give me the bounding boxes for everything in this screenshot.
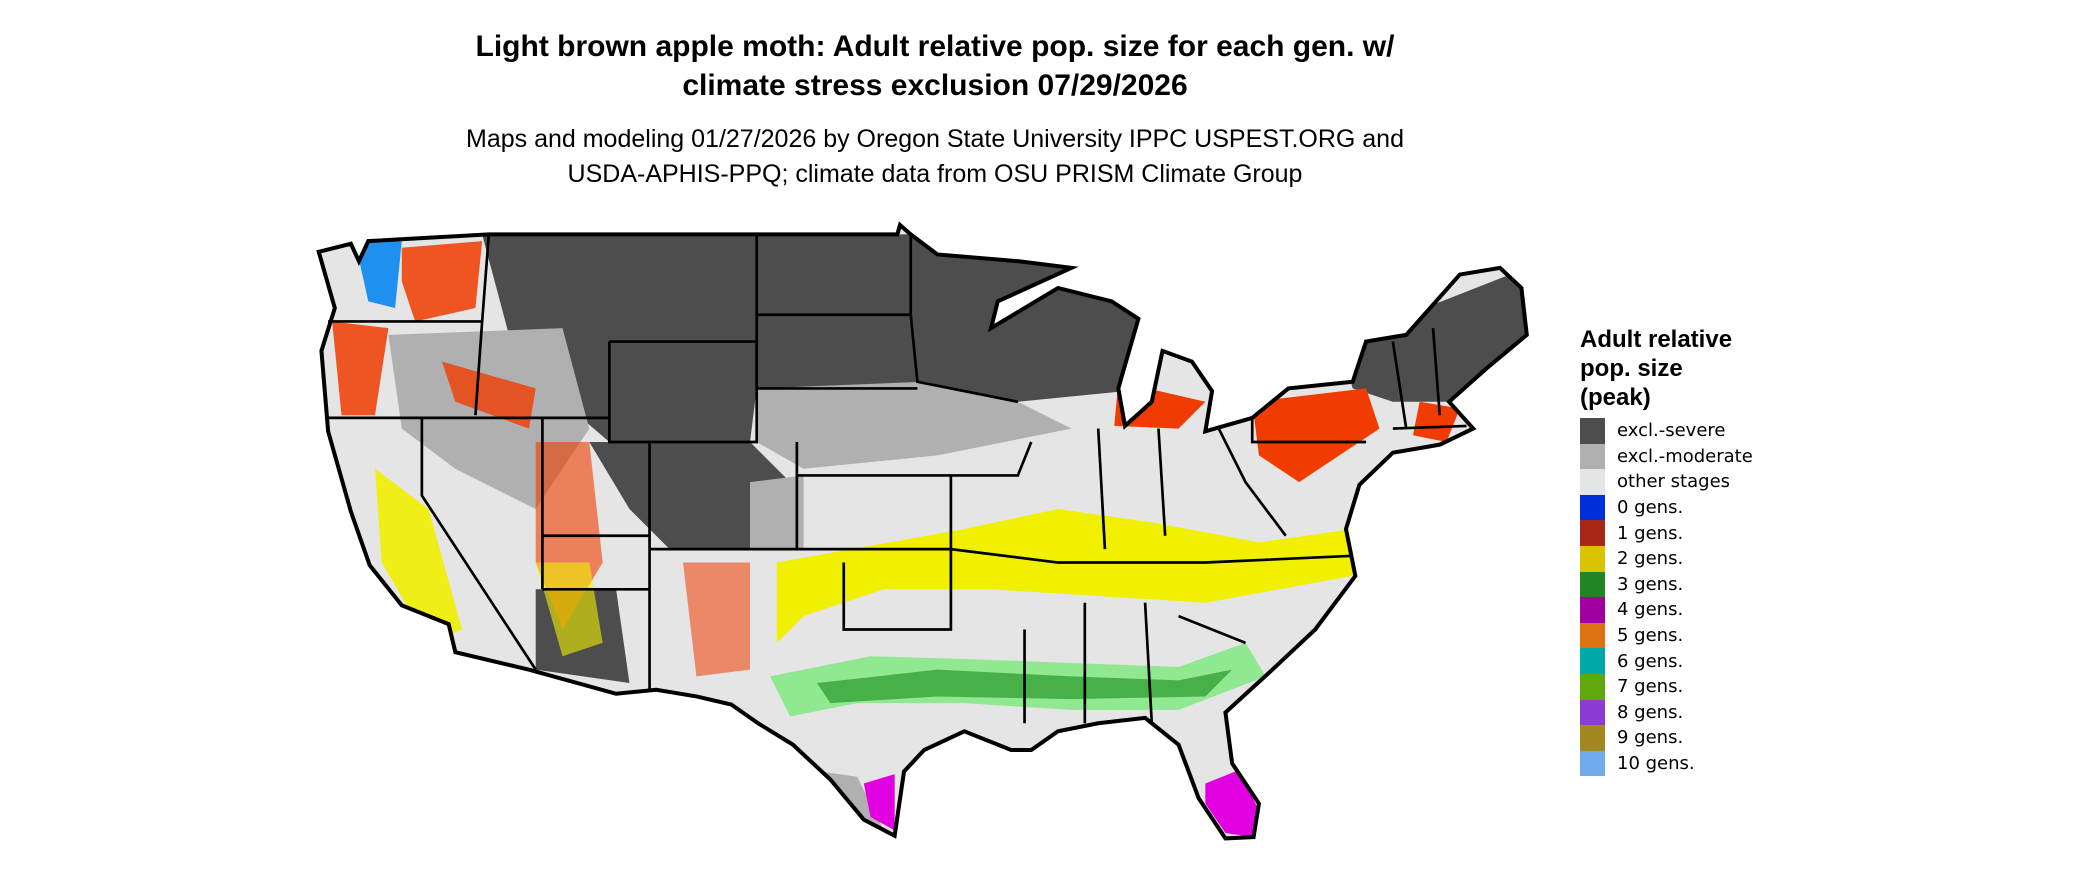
yellow-zone-southwest <box>535 562 603 657</box>
legend-label: excl.-moderate <box>1617 445 1753 467</box>
legend-label: 3 gens. <box>1617 573 1684 595</box>
legend-swatch <box>1580 699 1605 726</box>
red-zone-idaho <box>441 361 536 429</box>
red-zone-new-england <box>1412 401 1460 442</box>
subtitle-line-2: USDA-APHIS-PPQ; climate data from OSU PR… <box>567 160 1303 188</box>
legend-label: 5 gens. <box>1617 625 1684 647</box>
blue-zone-washington <box>354 241 402 309</box>
legend-item: other stages <box>1580 469 1753 495</box>
legend-item: 1 gens. <box>1580 520 1753 546</box>
legend-item: excl.-moderate <box>1580 443 1753 470</box>
legend-label: 4 gens. <box>1617 599 1684 621</box>
legend-item: excl.-severe <box>1580 418 1753 444</box>
subtitle-line-1: Maps and modeling 01/27/2026 by Oregon S… <box>466 125 1404 153</box>
legend-item: 3 gens. <box>1580 571 1753 598</box>
legend-swatch <box>1580 545 1605 572</box>
red-zone-oregon-coast <box>332 321 389 416</box>
state-borders <box>325 234 1467 724</box>
moderate-exclusion-colorado-east <box>750 475 804 550</box>
legend-swatch <box>1580 520 1605 546</box>
yellow-zone-central-band <box>776 508 1353 643</box>
legend-swatch <box>1580 469 1605 495</box>
legend-swatch <box>1580 443 1605 470</box>
map-title-line-1: Light brown apple moth: Adult relative p… <box>475 30 1395 63</box>
legend-swatch <box>1580 418 1605 444</box>
legend-label: other stages <box>1617 471 1731 493</box>
legend-items: excl.-severe excl.-moderate other stages 0 … <box>1580 418 1753 777</box>
legend-item: 9 gens. <box>1580 725 1753 751</box>
legend-item: 10 gens. <box>1580 750 1753 777</box>
legend-label: 8 gens. <box>1617 701 1684 723</box>
legend-label: 9 gens. <box>1617 727 1684 749</box>
legend-swatch <box>1580 571 1605 598</box>
legend-item: 4 gens. <box>1580 597 1753 623</box>
legend-item: 8 gens. <box>1580 699 1753 726</box>
legend-label: 10 gens. <box>1617 753 1695 775</box>
legend: Adult relative pop. size (peak) excl.-se… <box>1580 325 1753 777</box>
legend-swatch <box>1580 622 1605 649</box>
map-title-line-2: climate stress exclusion 07/29/2026 <box>682 69 1188 102</box>
severe-exclusion-north-central <box>482 234 1152 442</box>
legend-label: excl.-severe <box>1617 420 1726 442</box>
red-zone-washington <box>401 241 483 322</box>
legend-label: 7 gens. <box>1617 676 1684 698</box>
legend-swatch <box>1580 494 1605 521</box>
moderate-exclusion-plains <box>756 381 1072 469</box>
legend-title-line-1: Adult relative <box>1580 326 1733 353</box>
magenta-zone-south-texas <box>863 774 895 831</box>
yellow-zone-california <box>375 468 463 643</box>
legend-swatch <box>1580 673 1605 700</box>
legend-title-line-2: pop. size <box>1580 355 1683 382</box>
legend-item: 2 gens. <box>1580 545 1753 572</box>
legend-label: 2 gens. <box>1617 548 1684 570</box>
legend-item: 5 gens. <box>1580 622 1753 649</box>
legend-item: 6 gens. <box>1580 648 1753 674</box>
red-zone-new-mexico <box>683 562 750 677</box>
legend-label: 1 gens. <box>1617 522 1684 544</box>
legend-item: 7 gens. <box>1580 673 1753 700</box>
legend-swatch <box>1580 725 1605 751</box>
legend-title-line-3: (peak) <box>1580 384 1651 411</box>
legend-title: Adult relative pop. size (peak) <box>1580 325 1753 412</box>
legend-item: 0 gens. <box>1580 494 1753 521</box>
legend-swatch <box>1580 597 1605 623</box>
legend-swatch <box>1580 750 1605 777</box>
severe-exclusion-colorado <box>589 441 791 550</box>
legend-label: 6 gens. <box>1617 650 1684 672</box>
red-zone-new-york-pa <box>1252 388 1380 483</box>
legend-label: 0 gens. <box>1617 497 1684 519</box>
legend-swatch <box>1580 648 1605 674</box>
